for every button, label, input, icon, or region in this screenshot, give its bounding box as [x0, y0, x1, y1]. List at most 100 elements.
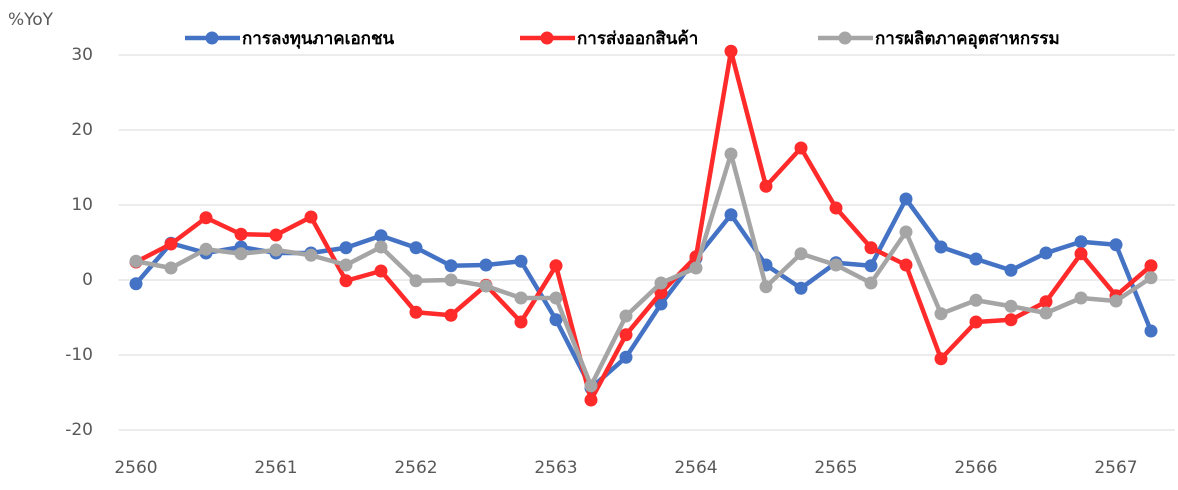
x-tick-label: 2564 — [674, 458, 717, 478]
marker — [759, 179, 773, 193]
marker — [619, 328, 633, 342]
y-tick-label: 20 — [71, 120, 93, 140]
marker — [829, 201, 843, 215]
y-axis-label: %YoY — [8, 10, 54, 30]
marker — [864, 241, 878, 255]
marker — [409, 274, 423, 288]
marker — [129, 254, 143, 268]
x-tick-label: 2565 — [814, 458, 857, 478]
marker — [934, 352, 948, 366]
marker — [339, 241, 353, 255]
marker — [164, 237, 178, 251]
marker — [864, 276, 878, 290]
marker — [514, 291, 528, 305]
marker — [1144, 324, 1158, 338]
y-tick-label: -10 — [65, 345, 93, 365]
marker — [899, 192, 913, 206]
marker — [479, 258, 493, 272]
marker — [269, 228, 283, 242]
marker — [269, 243, 283, 257]
marker — [689, 261, 703, 275]
x-tick-label: 2560 — [114, 458, 157, 478]
y-tick-label: -20 — [65, 420, 93, 440]
marker — [304, 248, 318, 262]
marker — [584, 393, 598, 407]
marker — [514, 254, 528, 268]
marker — [619, 309, 633, 323]
legend-marker — [205, 31, 219, 45]
marker — [409, 241, 423, 255]
legend-marker — [838, 31, 852, 45]
marker — [794, 247, 808, 261]
marker — [724, 208, 738, 222]
x-tick-label: 2561 — [254, 458, 297, 478]
marker — [1109, 238, 1123, 252]
marker — [549, 313, 563, 327]
marker — [199, 242, 213, 256]
marker — [1039, 246, 1053, 260]
marker — [934, 240, 948, 254]
marker — [1074, 235, 1088, 249]
marker — [864, 259, 878, 273]
marker — [654, 276, 668, 290]
x-tick-label: 2567 — [1094, 458, 1137, 478]
marker — [1004, 263, 1018, 277]
marker — [339, 274, 353, 288]
marker — [794, 141, 808, 155]
legend-label: การผลิตภาคอุตสาหกรรม — [875, 29, 1060, 49]
marker — [444, 259, 458, 273]
marker — [234, 227, 248, 241]
marker — [829, 258, 843, 272]
legend-marker — [540, 31, 554, 45]
y-tick-label: 0 — [82, 270, 93, 290]
marker — [444, 308, 458, 322]
marker — [374, 229, 388, 243]
marker — [724, 44, 738, 58]
y-tick-label: 30 — [71, 45, 93, 65]
marker — [409, 305, 423, 319]
series — [129, 147, 1158, 393]
line — [135, 151, 1153, 388]
marker — [304, 210, 318, 224]
marker — [374, 240, 388, 254]
marker — [444, 273, 458, 287]
marker — [654, 286, 668, 300]
marker — [724, 147, 738, 161]
x-tick-label: 2562 — [394, 458, 437, 478]
marker — [654, 297, 668, 311]
marker — [374, 264, 388, 278]
marker — [759, 280, 773, 294]
marker — [584, 379, 598, 393]
y-tick-label: 10 — [71, 195, 93, 215]
x-tick-label: 2566 — [954, 458, 997, 478]
marker — [1074, 247, 1088, 261]
marker — [549, 291, 563, 305]
marker — [1144, 259, 1158, 273]
legend-label: การส่งออกสินค้า — [577, 29, 698, 49]
marker — [1109, 294, 1123, 308]
line — [134, 49, 1153, 403]
marker — [164, 261, 178, 275]
marker — [1039, 295, 1053, 309]
marker — [969, 293, 983, 307]
marker — [549, 259, 563, 273]
marker — [1004, 313, 1018, 327]
marker — [899, 225, 913, 239]
series — [129, 192, 1158, 395]
legend-label: การลงทุนภาคเอกชน — [242, 29, 394, 49]
marker — [1074, 291, 1088, 305]
marker — [1004, 299, 1018, 313]
marker — [234, 247, 248, 261]
marker — [1144, 271, 1158, 285]
marker — [969, 252, 983, 266]
marker — [969, 315, 983, 329]
marker — [129, 277, 143, 291]
marker — [479, 279, 493, 293]
marker — [619, 350, 633, 364]
marker — [934, 307, 948, 321]
x-tick-label: 2563 — [534, 458, 577, 478]
marker — [199, 211, 213, 225]
marker — [339, 258, 353, 272]
series — [129, 44, 1158, 407]
